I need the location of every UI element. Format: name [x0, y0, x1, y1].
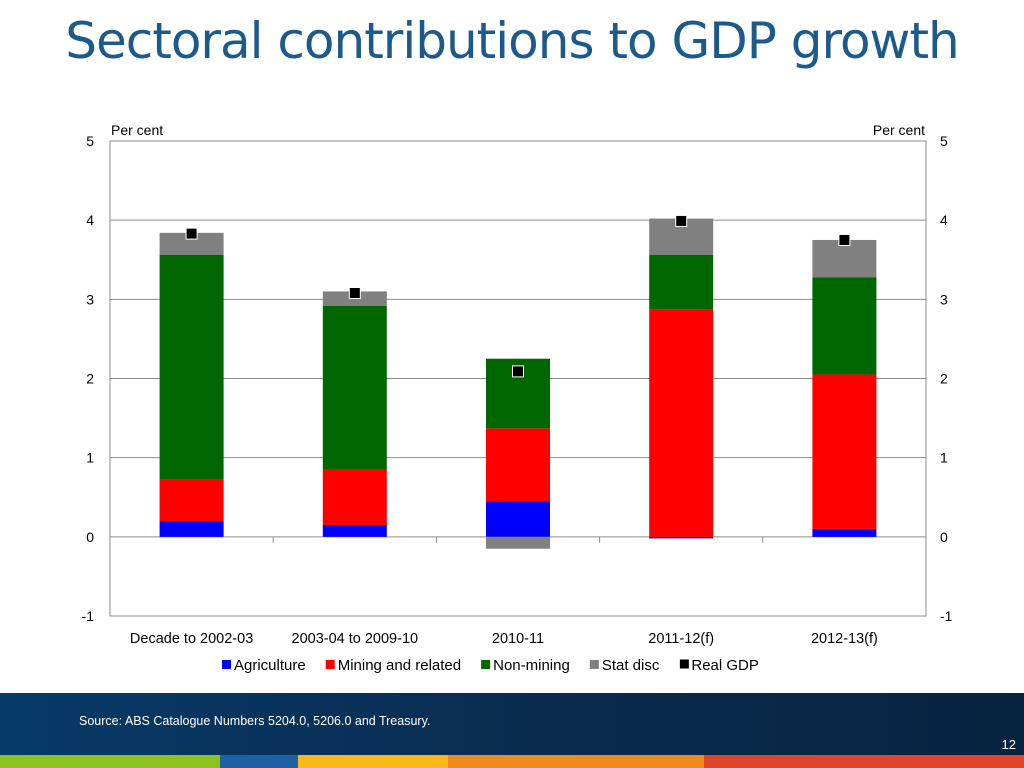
legend-label: Non-mining [493, 657, 570, 674]
y-tick-label-left: 0 [86, 529, 94, 545]
real-gdp-marker [348, 287, 361, 299]
legend-swatch [325, 660, 335, 669]
axes: -1 -1 0 0 1 1 2 2 3 3 4 4 5 5 Per cent Per cent Decade t… [82, 122, 953, 647]
footer-stripe [448, 755, 704, 768]
y-axis-label-left: Per cent [111, 122, 163, 138]
y-tick-label-left: 3 [86, 291, 94, 307]
gridlines [109, 140, 927, 617]
legend-item: Real GDP [678, 657, 759, 674]
page-number: 12 [1001, 737, 1016, 752]
x-tick-label: 2003-04 to 2009-10 [292, 631, 419, 647]
bar-agriculture [159, 521, 224, 537]
bars [159, 218, 877, 549]
legend-label: Real GDP [691, 657, 759, 674]
bar-stat-disc [486, 536, 550, 549]
y-tick-label-left: 2 [86, 371, 94, 387]
stacked-bar-chart: -1 -1 0 0 1 1 2 2 3 3 4 4 5 5 Per cent Per cent Decade t… [82, 122, 953, 674]
bar-agriculture [649, 536, 714, 539]
x-tick-label: 2011-12(f) [648, 631, 714, 647]
real-gdp-marker [675, 214, 688, 227]
real-gdp-marker [512, 365, 524, 378]
legend-item: Mining and related [325, 657, 461, 674]
footer-stripe [0, 755, 220, 768]
y-tick-label-right: 4 [940, 212, 948, 228]
bar-non-mining [812, 277, 877, 375]
footer-stripe [298, 755, 448, 768]
real-gdp-marker [838, 233, 851, 246]
y-tick-label-left: 4 [86, 212, 94, 228]
legend-swatch [481, 660, 491, 669]
real-gdp-markers [185, 214, 851, 378]
y-tick-label-right: 5 [940, 133, 948, 149]
legend-swatch-marker [678, 658, 690, 670]
bar-mining-and-related [486, 428, 550, 502]
bar-mining-and-related [812, 374, 877, 529]
bar-non-mining [649, 255, 714, 310]
y-tick-label-right: 2 [940, 371, 948, 387]
real-gdp-marker [185, 227, 198, 240]
y-tick-label-right: 0 [940, 529, 948, 545]
footer-stripe [704, 755, 1024, 768]
y-tick-label-left: 1 [86, 450, 94, 466]
legend-swatch [222, 660, 231, 669]
bar-agriculture [812, 528, 877, 537]
legend-label: Stat disc [602, 657, 660, 674]
y-tick-label-left: -1 [82, 608, 95, 624]
y-tick-label-right: 1 [940, 450, 948, 466]
bar-agriculture [486, 501, 550, 537]
x-tick-label: 2012-13(f) [811, 631, 878, 647]
y-tick-label-right: -1 [940, 608, 953, 624]
legend-swatch [589, 660, 599, 669]
x-tick-label: 2010-11 [492, 631, 544, 647]
bar-non-mining [159, 255, 224, 480]
y-tick-label-left: 5 [86, 133, 94, 149]
bar-non-mining [322, 305, 387, 470]
bar-agriculture [322, 524, 387, 537]
legend: Agriculture Mining and related Non-mining S… [222, 657, 759, 674]
bar-mining-and-related [159, 479, 224, 521]
source-note: Source: ABS Catalogue Numbers 5204.0, 52… [79, 714, 431, 728]
footer-band [0, 693, 1024, 755]
legend-label: Agriculture [234, 657, 306, 674]
slide-title: Sectoral contributions to GDP growth [65, 12, 960, 70]
bar-mining-and-related [649, 309, 714, 537]
footer-stripe [220, 755, 298, 768]
legend-label: Mining and related [338, 657, 461, 674]
x-tick-label: Decade to 2002-03 [130, 631, 253, 647]
y-tick-label-right: 3 [940, 291, 948, 307]
bar-stat-disc [812, 239, 877, 278]
legend-item: Stat disc [589, 657, 660, 674]
y-axis-label-right: Per cent [873, 122, 925, 138]
bar-stat-disc [159, 232, 224, 255]
bar-mining-and-related [322, 469, 387, 525]
legend-item: Agriculture [222, 657, 306, 674]
legend-item: Non-mining [481, 657, 570, 674]
